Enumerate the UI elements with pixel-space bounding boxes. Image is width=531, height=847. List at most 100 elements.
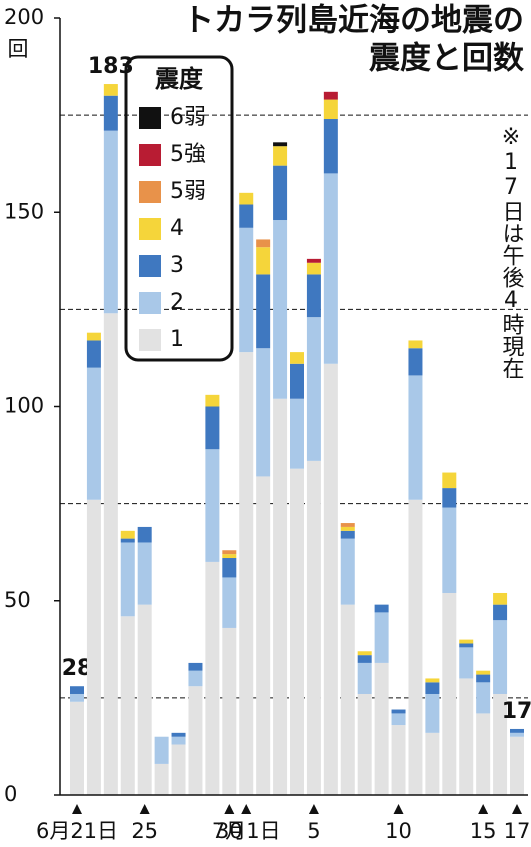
x-tick-label: 6月21日: [36, 819, 118, 843]
y-unit: 回: [8, 37, 29, 61]
legend-swatch: [139, 329, 161, 351]
bar-segment: [374, 604, 389, 613]
bar-segment: [86, 367, 101, 500]
bar-segment: [425, 693, 440, 733]
bar-segment: [205, 449, 220, 562]
bar-segment: [273, 142, 288, 147]
bar-segment: [408, 348, 423, 376]
y-tick-label: 50: [4, 588, 31, 612]
bar-segment: [425, 678, 440, 683]
bar-segment: [86, 332, 101, 341]
bar-segment: [256, 247, 271, 275]
x-tick-label: 30: [216, 819, 243, 843]
legend-swatch: [139, 218, 161, 240]
bar-segment: [357, 662, 372, 694]
legend-label: 4: [170, 216, 184, 241]
legend-label: 3: [170, 253, 184, 278]
legend-label: 1: [170, 327, 184, 352]
chart-title: 震度と回数: [369, 41, 524, 77]
bar-segment: [476, 713, 491, 795]
bar-segment: [273, 165, 288, 221]
bar-segment: [408, 499, 423, 795]
bar-segment: [70, 693, 84, 702]
x-tick-label: 5: [307, 819, 320, 843]
bar-segment: [256, 348, 271, 477]
bar-segment: [391, 725, 406, 795]
bar-segment: [493, 620, 508, 694]
bar-segment: [103, 95, 118, 131]
legend-label: 6弱: [170, 105, 206, 130]
bar-segment: [442, 507, 457, 593]
bar-segment: [239, 204, 254, 228]
category-tick: [241, 804, 252, 814]
legend-box: [124, 55, 234, 362]
bar-segment: [442, 592, 457, 795]
bar-segment: [103, 130, 118, 314]
bar-segment: [323, 119, 338, 174]
legend-label: 2: [170, 290, 184, 315]
category-tick: [393, 804, 404, 814]
bar-segment: [290, 352, 304, 364]
y-tick-label: 100: [4, 394, 44, 418]
bar-segment: [222, 558, 237, 578]
bar-segment: [340, 538, 355, 605]
category-tick: [224, 804, 235, 814]
bar-segment: [256, 476, 271, 795]
category-tick: [478, 804, 489, 814]
bar-segment: [120, 530, 135, 539]
bar-segment: [357, 651, 372, 656]
bar-segment: [510, 728, 524, 733]
bar-segment: [103, 313, 118, 795]
bar-segment: [154, 736, 169, 764]
bar-segment: [408, 340, 423, 349]
bar-segment: [222, 577, 237, 628]
total-label: 183: [88, 54, 134, 79]
bar-segment: [86, 499, 101, 795]
bar-segment: [323, 99, 338, 120]
legend-swatch: [139, 292, 161, 314]
bar-segment: [476, 674, 491, 683]
legend-label: 5強: [170, 142, 206, 167]
bar-segment: [171, 736, 186, 745]
bar-segment: [222, 627, 237, 795]
legend-label: 5弱: [170, 179, 206, 204]
bar-segment: [86, 340, 101, 368]
bar-segment: [256, 274, 271, 349]
chart-title: トカラ列島近海の地震の: [183, 3, 524, 39]
x-tick-label: 17: [504, 819, 531, 843]
bar-segment: [222, 550, 237, 555]
bar-segment: [425, 732, 440, 795]
bar-segment: [493, 693, 508, 795]
category-tick: [139, 804, 150, 814]
y-tick-label: 200: [4, 5, 44, 29]
legend-swatch: [139, 107, 161, 129]
bar-segment: [374, 612, 389, 663]
bar-segment: [239, 352, 254, 795]
bar-segment: [459, 678, 474, 795]
bar-segment: [290, 468, 304, 795]
bar-segment: [137, 604, 152, 795]
legend-swatch: [139, 181, 161, 203]
bar-segment: [239, 192, 254, 205]
legend-swatch: [139, 255, 161, 277]
bar-segment: [306, 460, 321, 795]
bar-segment: [256, 239, 271, 248]
category-tick: [308, 804, 319, 814]
bar-segment: [323, 363, 338, 795]
bar-segment: [205, 394, 220, 407]
bar-segment: [340, 530, 355, 539]
bar-segment: [273, 220, 288, 399]
y-tick-label: 150: [4, 199, 44, 223]
bar-segment: [188, 670, 203, 687]
bar-segment: [306, 258, 321, 263]
bar-segment: [70, 686, 84, 694]
bar-segment: [391, 713, 406, 726]
bar-segment: [205, 561, 220, 795]
bar-segment: [493, 604, 508, 621]
x-tick-label: 10: [385, 819, 412, 843]
x-tick-label: 15: [470, 819, 497, 843]
bar-segment: [137, 542, 152, 605]
legend-swatch: [139, 144, 161, 166]
bar-segment: [323, 173, 338, 364]
bar-segment: [357, 655, 372, 663]
